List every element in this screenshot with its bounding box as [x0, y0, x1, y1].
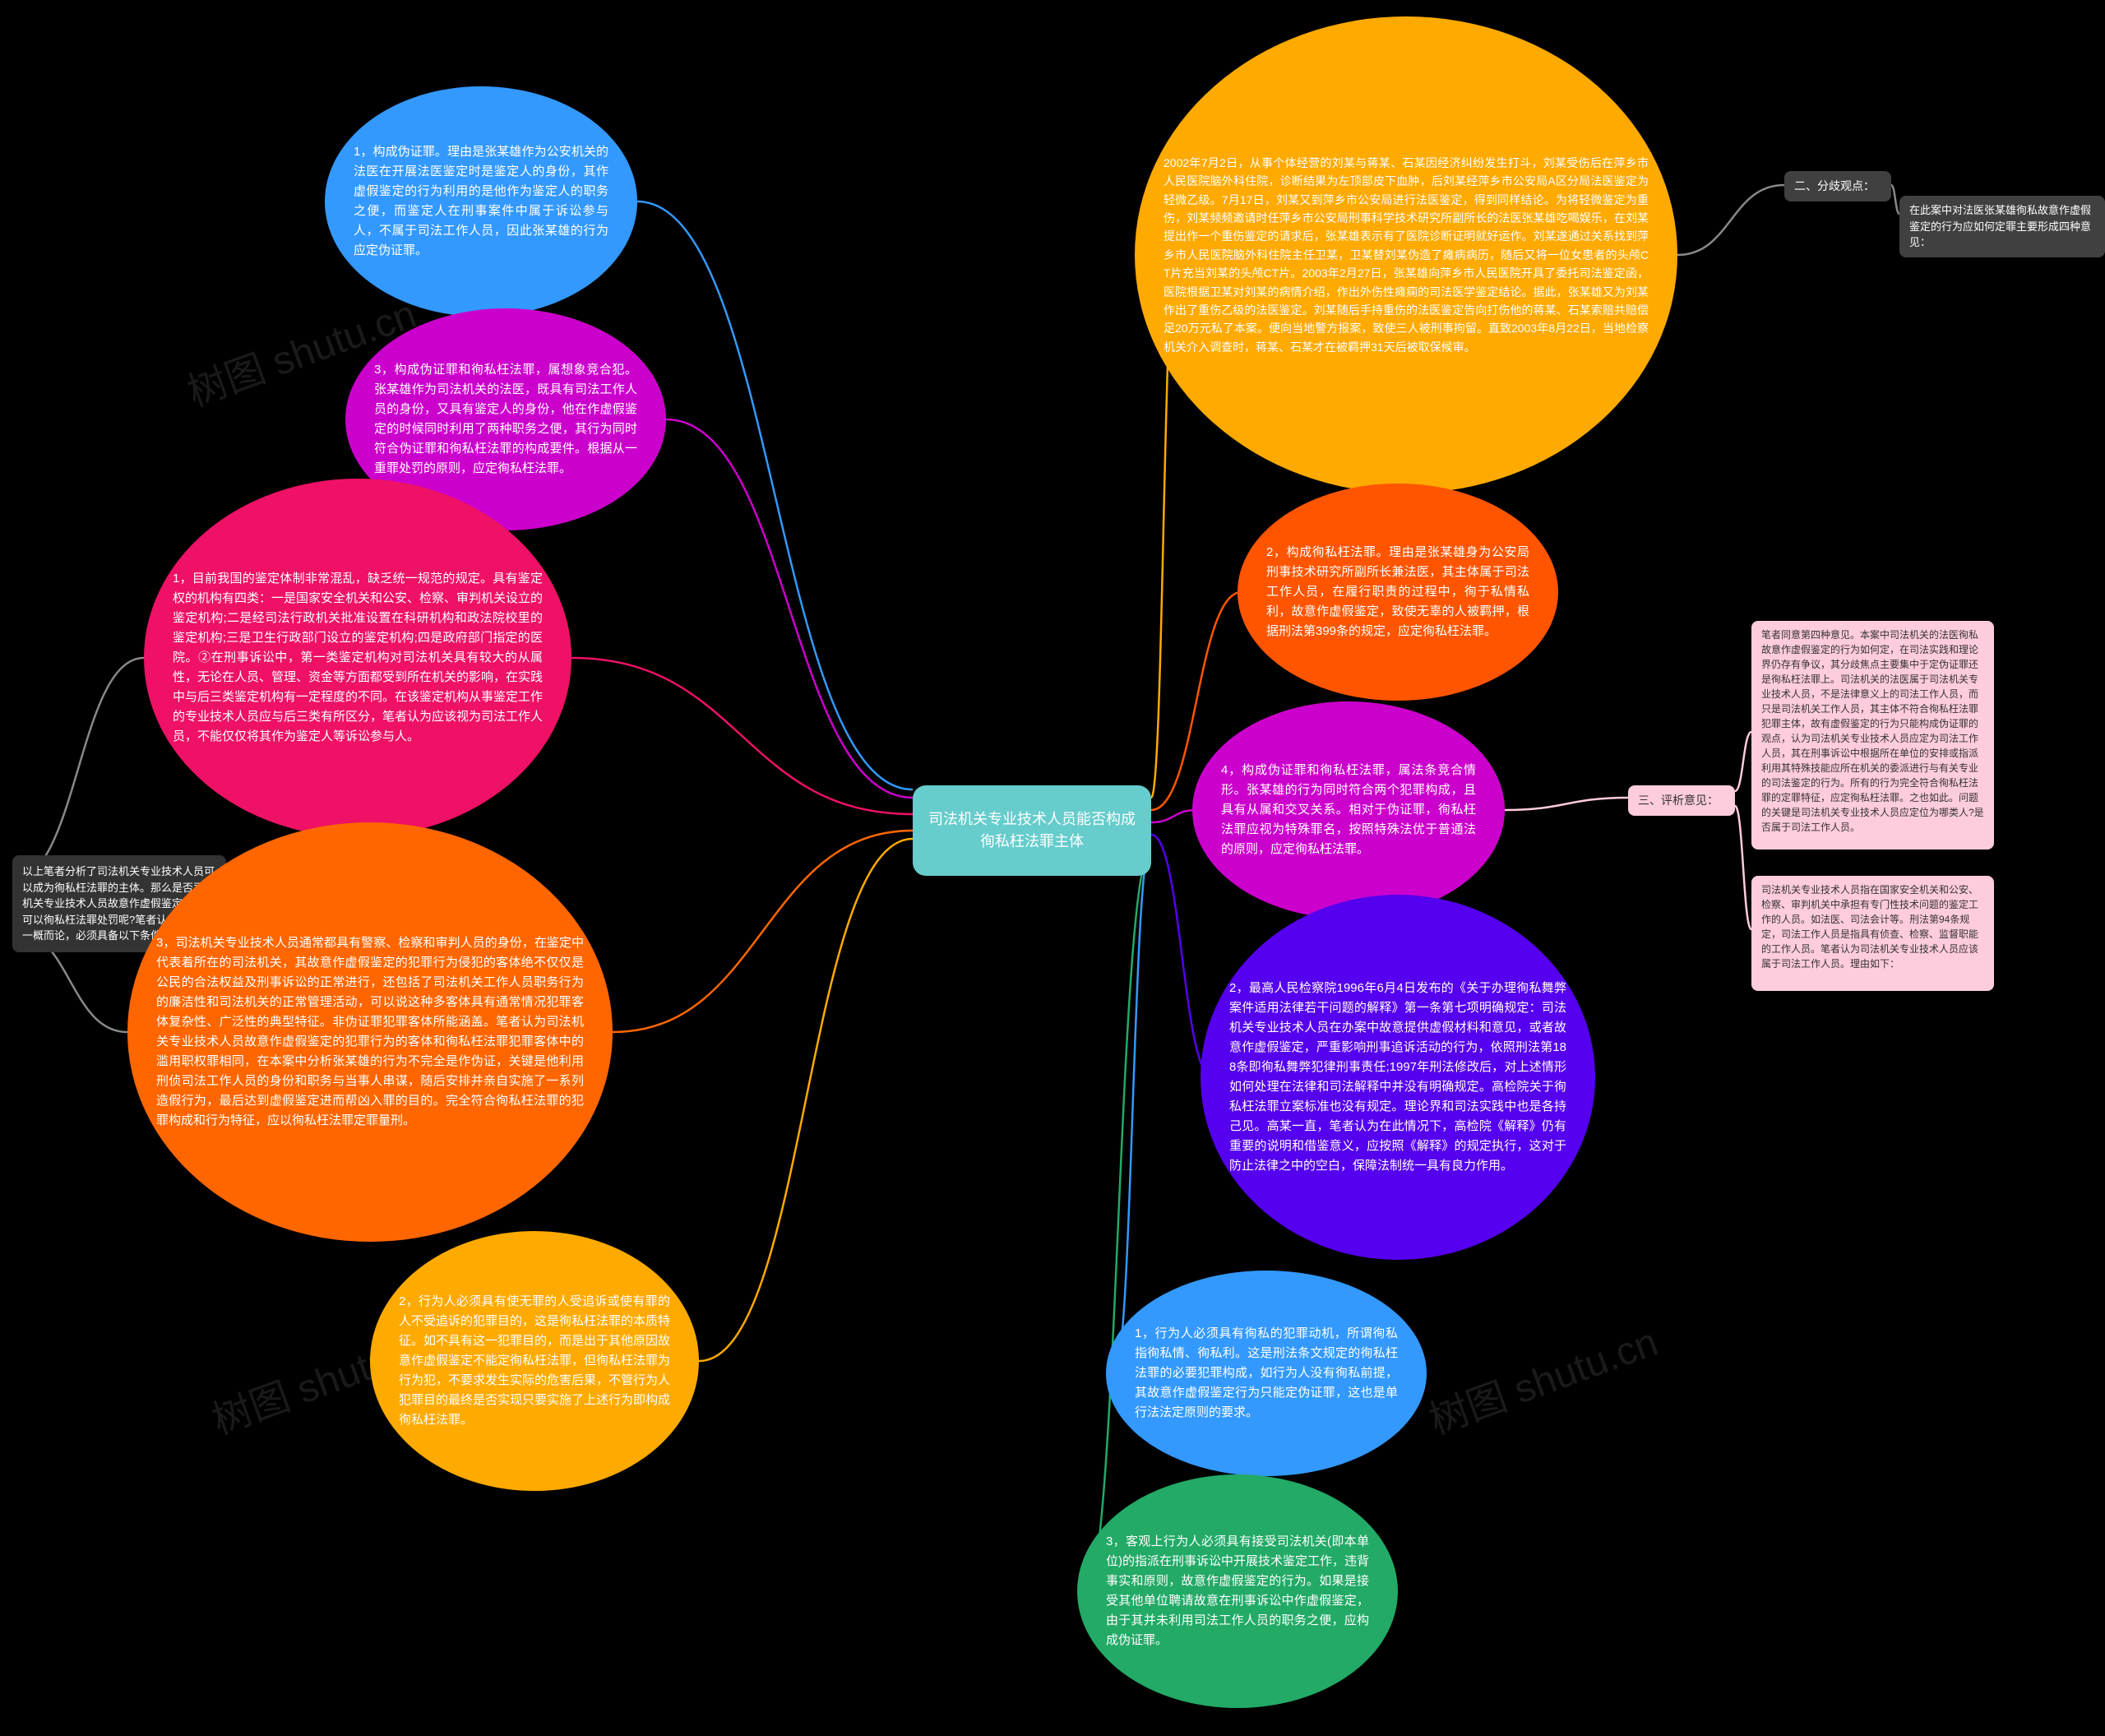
bubble-text: 2，最高人民检察院1996年6月4日发布的《关于办理徇私舞弊案件适用法律若干问题…: [1229, 979, 1566, 1176]
right-bubble[interactable]: 2，构成徇私枉法罪。理由是张某雄身为公安局刑事技术研究所副所长兼法医，其主体属于…: [1238, 484, 1558, 701]
right-bubble[interactable]: 2002年7月2日，从事个体经营的刘某与蒋某、石某因经济纠纷发生打斗，刘某受伤后…: [1135, 16, 1677, 493]
right-annotation-box: 三、评析意见：: [1628, 785, 1735, 816]
connector-line: [12, 658, 144, 880]
bubble-text: 1，行为人必须具有徇私的犯罪动机，所谓徇私指徇私情、徇私利。这是刑法条文规定的徇…: [1135, 1324, 1398, 1423]
connector-line: [1735, 732, 1751, 791]
right-annotation-box: 司法机关专业技术人员指在国家安全机关和公安、检察、审判机关中承担有专门性技术问题…: [1751, 876, 1994, 991]
connector-line: [571, 658, 913, 814]
center-topic-label: 司法机关专业技术人员能否构成徇私枉法罪主体: [923, 808, 1141, 853]
right-bubble[interactable]: 3，客观上行为人必须具有接受司法机关(即本单位)的指派在刑事诉讼中开展技术鉴定工…: [1077, 1474, 1398, 1708]
right-annotation-box: 笔者同意第四种意见。本案中司法机关的法医徇私故意作虚假鉴定的行为如何定，在司法实…: [1751, 621, 1994, 849]
right-annotation-box: 在此案中对法医张某雄徇私故意作虚假鉴定的行为应如何定罪主要形成四种意见：: [1899, 196, 2105, 257]
bubble-text: 4，构成伪证罪和徇私枉法罪，属法条竞合情形。张某雄的行为同时符合两个犯罪构成，且…: [1221, 761, 1476, 859]
right-annotation-text: 三、评析意见：: [1638, 792, 1719, 809]
bubble-text: 2，构成徇私枉法罪。理由是张某雄身为公安局刑事技术研究所副所长兼法医，其主体属于…: [1266, 543, 1529, 641]
watermark: 树图 shutu.cn: [1420, 1309, 1664, 1445]
connector-line: [1505, 798, 1628, 810]
right-annotation-box: 二、分歧观点：: [1784, 171, 1891, 201]
bubble-text: 3，构成伪证罪和徇私枉法罪，属想象竞合犯。张某雄作为司法机关的法医，既具有司法工…: [374, 360, 637, 479]
connector-line: [1085, 851, 1151, 1591]
bubble-text: 1，构成伪证罪。理由是张某雄作为公安机关的法医在开展法医鉴定时是鉴定人的身份，其…: [354, 142, 608, 261]
right-annotation-text: 司法机关专业技术人员指在国家安全机关和公安、检察、审判机关中承担有专门性技术问题…: [1761, 882, 1984, 971]
left-bubble[interactable]: 2，行为人必须具有使无罪的人受追诉或使有罪的人不受追诉的犯罪目的，这是徇私枉法罪…: [370, 1231, 699, 1491]
bubble-text: 2002年7月2日，从事个体经营的刘某与蒋某、石某因经济纠纷发生打斗，刘某受伤后…: [1164, 154, 1649, 356]
right-annotation-text: 在此案中对法医张某雄徇私故意作虚假鉴定的行为应如何定罪主要形成四种意见：: [1909, 202, 2095, 251]
left-bubble[interactable]: 1，目前我国的鉴定体制非常混乱，缺乏统一规范的规定。具有鉴定权的机构有四类：一是…: [144, 479, 571, 837]
connector-line: [1735, 806, 1751, 929]
right-annotation-text: 二、分歧观点：: [1794, 178, 1875, 195]
center-topic[interactable]: 司法机关专业技术人员能否构成徇私枉法罪主体: [913, 785, 1151, 876]
bubble-text: 2，行为人必须具有使无罪的人受追诉或使有罪的人不受追诉的犯罪目的，这是徇私枉法罪…: [399, 1292, 670, 1430]
connector-line: [1114, 843, 1151, 1373]
right-bubble[interactable]: 1，行为人必须具有徇私的犯罪动机，所谓徇私指徇私情、徇私利。这是刑法条文规定的徇…: [1106, 1271, 1427, 1476]
connector-line: [613, 831, 913, 1032]
bubble-text: 3，司法机关专业技术人员通常都具有警察、检察和审判人员的身份，在鉴定中代表着所在…: [156, 933, 584, 1131]
right-annotation-text: 笔者同意第四种意见。本案中司法机关的法医徇私故意作虚假鉴定的行为如何定，在司法实…: [1761, 627, 1984, 835]
connector-line: [637, 201, 913, 789]
bubble-text: 1，目前我国的鉴定体制非常混乱，缺乏统一规范的规定。具有鉴定权的机构有四类：一是…: [173, 569, 543, 747]
connector-line: [1151, 810, 1196, 822]
connector-line: [699, 839, 913, 1361]
connector-line: [1677, 185, 1784, 255]
left-bubble[interactable]: 1，构成伪证罪。理由是张某雄作为公安机关的法医在开展法医鉴定时是鉴定人的身份，其…: [325, 86, 637, 317]
right-bubble[interactable]: 4，构成伪证罪和徇私枉法罪，属法条竞合情形。张某雄的行为同时符合两个犯罪构成，且…: [1192, 701, 1505, 919]
right-bubble[interactable]: 2，最高人民检察院1996年6月4日发布的《关于办理徇私舞弊案件适用法律若干问题…: [1201, 895, 1595, 1260]
connector-line: [1891, 185, 1899, 214]
bubble-text: 3，客观上行为人必须具有接受司法机关(即本单位)的指派在刑事诉讼中开展技术鉴定工…: [1106, 1532, 1369, 1650]
connector-line: [666, 419, 913, 798]
left-bubble[interactable]: 3，司法机关专业技术人员通常都具有警察、检察和审判人员的身份，在鉴定中代表着所在…: [127, 822, 613, 1242]
